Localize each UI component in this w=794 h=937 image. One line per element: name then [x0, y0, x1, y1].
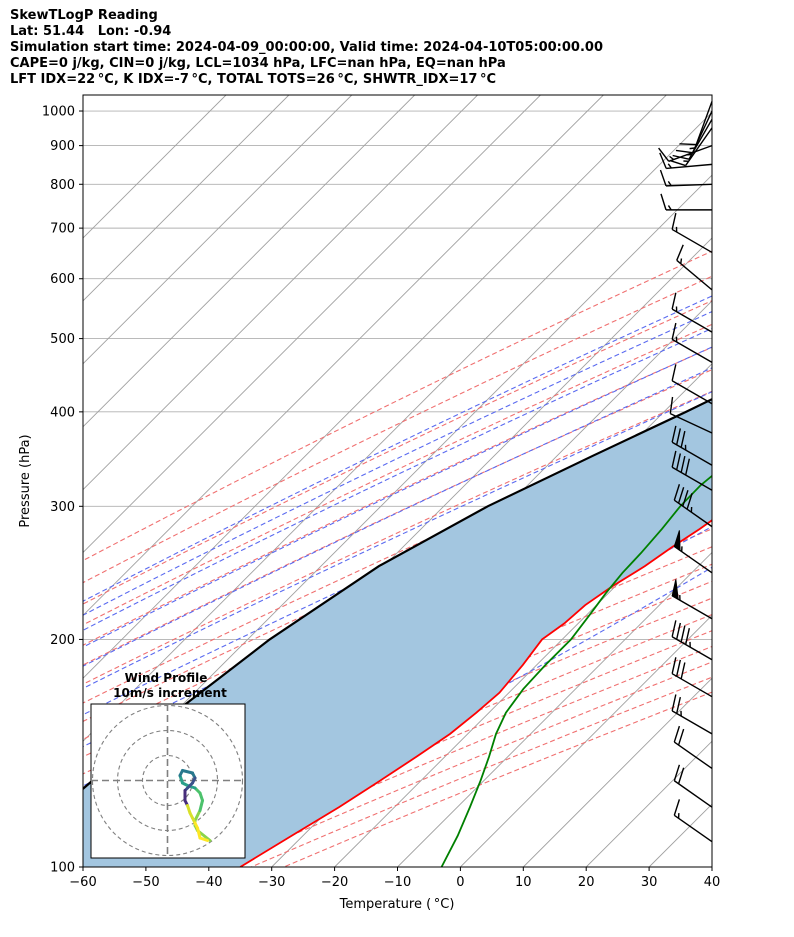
- isotherm-line: [83, 95, 478, 491]
- wind-barb: [676, 244, 713, 291]
- hodograph-inset: Wind Profile 10m/s increment: [90, 671, 246, 859]
- wind-barb: [675, 110, 713, 154]
- isotherm-line: [83, 95, 667, 679]
- mixing-ratio-line: [757, 92, 794, 279]
- dry-adiabat: [83, 390, 712, 685]
- isotherm-line: [460, 614, 712, 867]
- isotherm-line: [83, 95, 227, 239]
- dry-adiabat: [83, 369, 712, 666]
- temperature-line: [239, 519, 712, 867]
- moist-adiabat: [83, 295, 712, 602]
- y-tick-label: 100: [50, 861, 75, 876]
- x-tick-label: −10: [384, 875, 411, 890]
- y-tick-label: 600: [50, 272, 75, 287]
- isotherm-line: [522, 677, 712, 867]
- wind-barb: [659, 152, 713, 170]
- index-line: LFT IDX=22 °C, K IDX=-7 °C, TOTAL TOTS=2…: [10, 72, 497, 87]
- wind-barb: [671, 694, 713, 735]
- wind-barb: [659, 169, 713, 187]
- wind-barb: [673, 764, 713, 808]
- x-tick-label: −50: [132, 875, 159, 890]
- wind-barb: [669, 127, 713, 167]
- isotherm-line: [83, 95, 290, 302]
- isotherm-line: [775, 95, 794, 867]
- wind-barb: [671, 657, 713, 698]
- isotherm-line: [334, 488, 712, 867]
- wind-barb: [660, 193, 712, 211]
- wind-barb: [658, 144, 713, 163]
- y-tick-label: 700: [50, 222, 75, 237]
- x-tick-label: 30: [641, 875, 658, 890]
- wind-barb: [673, 484, 713, 528]
- y-tick-label: 500: [50, 332, 75, 347]
- wind-barb: [671, 425, 713, 466]
- hodograph-segment: [198, 836, 209, 842]
- cape-line: CAPE=0 j/kg, CIN=0 j/kg, LCL=1034 hPa, L…: [10, 56, 506, 71]
- wind-barb: [679, 101, 713, 146]
- isotherm-line: [83, 95, 416, 428]
- wind-barb: [673, 799, 713, 843]
- hodograph-segment: [181, 769, 194, 775]
- isotherm-line: [83, 95, 604, 617]
- wind-barb: [671, 450, 713, 491]
- wind-barb: [671, 292, 713, 333]
- isotherm-line: [83, 95, 541, 554]
- hodograph-title: Wind Profile: [125, 671, 208, 685]
- moist-adiabat: [83, 391, 712, 689]
- parcel-profile-line: [83, 397, 712, 791]
- location-line: Lat: 51.44 Lon: -0.94: [10, 24, 172, 39]
- hodograph-subtitle: 10m/s increment: [113, 686, 227, 700]
- y-tick-label: 300: [50, 500, 75, 515]
- dry-adiabat: [83, 346, 712, 646]
- dewpoint-line: [440, 474, 712, 867]
- title: SkewTLogP Reading: [10, 8, 158, 23]
- moist-adiabat: [83, 310, 712, 616]
- x-tick-label: 40: [704, 875, 721, 890]
- wind-barb: [673, 725, 713, 770]
- hodograph-segment: [196, 826, 202, 840]
- x-tick-label: 20: [578, 875, 595, 890]
- y-tick-label: 400: [50, 405, 75, 420]
- y-axis-label: Pressure (hPa): [18, 434, 33, 527]
- x-tick-label: −60: [69, 875, 96, 890]
- moist-adiabat: [83, 327, 712, 631]
- dry-adiabat: [83, 275, 712, 584]
- hodograph-segment: [193, 809, 202, 822]
- hodograph-segment: [198, 799, 204, 812]
- wind-barb: [671, 322, 713, 364]
- x-tick-label: 10: [515, 875, 532, 890]
- isotherm-line: [711, 866, 712, 867]
- y-tick-label: 900: [50, 139, 75, 154]
- header: SkewTLogP Reading Lat: 51.44 Lon: -0.94 …: [10, 8, 603, 88]
- moist-adiabat: [83, 367, 712, 667]
- time-line: Simulation start time: 2024-04-09_00:00:…: [10, 40, 603, 55]
- wind-barb: [673, 530, 713, 574]
- dry-adiabat: [83, 546, 712, 824]
- x-axis-label: Temperature ( °C): [339, 897, 455, 912]
- dry-adiabat: [83, 323, 712, 626]
- x-tick-label: −30: [258, 875, 285, 890]
- y-tick-label: 1000: [42, 105, 75, 120]
- wind-barb: [671, 579, 713, 620]
- x-tick-label: −40: [195, 875, 222, 890]
- x-tick-label: 0: [456, 875, 464, 890]
- wind-barb: [671, 364, 713, 405]
- isotherm-line: [83, 95, 353, 365]
- wind-barb: [669, 396, 713, 434]
- y-tick-label: 200: [50, 633, 75, 648]
- isotherm-line: [397, 551, 712, 867]
- wind-barb: [671, 212, 713, 254]
- wind-barb: [671, 620, 713, 661]
- y-tick-label: 800: [50, 178, 75, 193]
- x-tick-label: −20: [321, 875, 348, 890]
